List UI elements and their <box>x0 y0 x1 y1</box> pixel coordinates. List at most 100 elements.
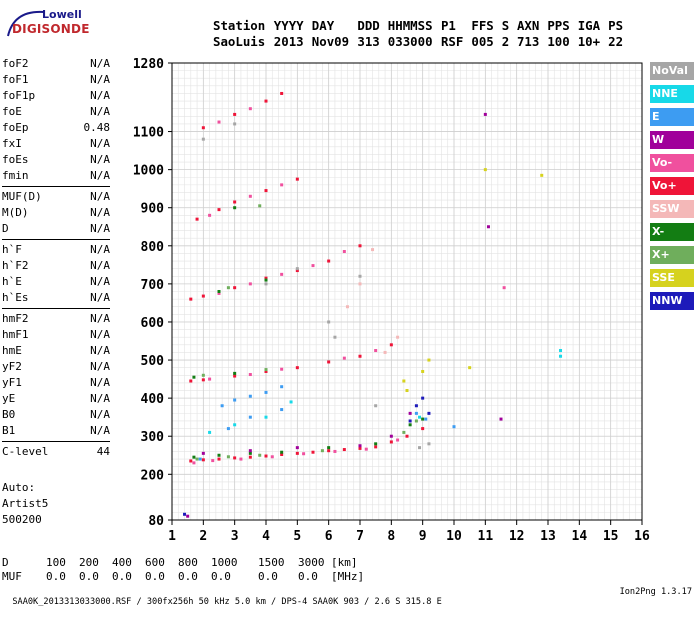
data-point <box>358 244 362 248</box>
header-labels-row: Station YYYY DAY DDD HHMMSS P1 FFS S AXN PPS IGA PS <box>213 18 631 34</box>
x-tick-label: 16 <box>634 529 650 544</box>
data-point <box>333 449 337 453</box>
parameter-row: foEs N/A <box>2 152 110 168</box>
x-tick-label: 6 <box>325 529 333 544</box>
data-point <box>239 457 243 461</box>
parameter-name: foE <box>2 105 22 118</box>
parameter-row: hmE N/A <box>2 343 110 359</box>
data-point <box>248 194 252 198</box>
parameter-name: C-level <box>2 445 49 458</box>
data-point <box>226 427 230 431</box>
data-point <box>374 442 378 446</box>
y-tick-label: 900 <box>141 202 165 217</box>
header-values-row-cell: RSF <box>440 34 464 49</box>
data-point <box>396 438 400 442</box>
parameter-name: h`E <box>2 275 22 288</box>
data-point <box>201 451 205 455</box>
distance-row-value: 1000 <box>211 556 238 569</box>
parameter-name: fmin <box>2 169 29 182</box>
muf-row-value: 0.0 <box>298 570 318 583</box>
data-point <box>358 274 362 278</box>
parameter-name: M(D) <box>2 206 29 219</box>
parameter-row: fxI N/A <box>2 136 110 152</box>
data-point <box>192 461 196 465</box>
data-point <box>414 411 418 415</box>
distance-row: D 100 200 400 600 800 1000 1500 3000 [km] <box>2 556 364 570</box>
y-tick-label: 200 <box>141 468 165 483</box>
parameter-row: M(D) N/A <box>2 205 110 221</box>
parameter-value: N/A <box>90 105 110 118</box>
data-point <box>280 450 284 454</box>
parameter-name: hmF1 <box>2 328 29 341</box>
muf-row-label: MUF <box>2 570 22 583</box>
plot-frame <box>171 62 643 521</box>
data-point <box>258 204 262 208</box>
x-tick-label: 5 <box>293 529 301 544</box>
data-point <box>468 366 472 370</box>
legend-item-noval: NoVal <box>650 62 694 80</box>
data-point <box>280 408 284 412</box>
data-point <box>264 390 268 394</box>
data-point <box>264 189 268 193</box>
data-point <box>311 450 315 454</box>
parameter-name: foF2 <box>2 57 29 70</box>
parameter-value: N/A <box>90 360 110 373</box>
header-labels-row-cell: PPS <box>547 18 570 33</box>
header-labels-row-cell: PS <box>608 18 624 33</box>
data-point <box>374 349 378 353</box>
parameter-row: C-level 44 <box>2 444 110 460</box>
data-point <box>217 457 221 461</box>
header-values-row-cell: 713 <box>516 34 540 49</box>
header-labels-row-cell: IGA <box>577 18 601 33</box>
data-point <box>358 282 362 286</box>
muf-row-value: 0.0 <box>46 570 66 583</box>
parameter-separator <box>2 186 110 187</box>
data-point <box>358 354 362 358</box>
parameter-name: h`Es <box>2 291 29 304</box>
data-point <box>233 374 237 378</box>
parameter-name: yF1 <box>2 376 22 389</box>
header-values-row-cell: 313 <box>357 34 380 49</box>
x-tick-label: 7 <box>356 529 364 544</box>
distance-row-value: 1500 <box>258 556 285 569</box>
data-point <box>295 451 299 455</box>
data-point <box>217 290 221 293</box>
data-point <box>233 456 237 460</box>
legend-item-x-: X- <box>650 223 694 241</box>
x-tick-label: 12 <box>509 529 525 544</box>
autoscaling-panel: Auto: Artist5 500200 <box>2 480 48 528</box>
parameter-row: foF1 N/A <box>2 72 110 88</box>
x-tick-label: 14 <box>572 529 588 544</box>
distance-row-value: 800 <box>178 556 198 569</box>
muf-row-value: 0.0 <box>112 570 132 583</box>
header-labels-row-cell: P1 <box>440 18 456 33</box>
data-point <box>405 434 409 438</box>
logo-line2: DIGISONDE <box>12 22 90 36</box>
data-point <box>389 343 393 347</box>
data-point <box>421 369 425 373</box>
x-tick-label: 2 <box>199 529 207 544</box>
data-point <box>233 122 237 126</box>
data-point <box>499 417 503 421</box>
parameter-value: N/A <box>90 169 110 182</box>
data-point <box>280 272 284 276</box>
parameter-name: hmE <box>2 344 22 357</box>
parameter-value: N/A <box>90 291 110 304</box>
legend-item-vo-: Vo+ <box>650 177 694 195</box>
muf-row-value: 0.0 <box>178 570 198 583</box>
data-point <box>217 453 221 457</box>
parameter-row: h`E N/A <box>2 274 110 290</box>
parameter-value: 44 <box>96 445 110 458</box>
header-labels-row-cell: HHMMSS <box>387 18 433 33</box>
parameter-name: fxI <box>2 137 22 150</box>
y-tick-label: 500 <box>141 354 165 369</box>
data-point <box>383 350 387 354</box>
muf-table: D 100 200 400 600 800 1000 1500 3000 [km] MUF 0.0 0.… <box>2 556 364 584</box>
data-point <box>233 112 237 116</box>
data-point <box>217 208 221 212</box>
parameter-separator <box>2 239 110 240</box>
header-labels-row-cell: DAY <box>311 18 335 33</box>
data-point <box>540 173 544 177</box>
parameter-name: foF1 <box>2 73 29 86</box>
artist-name: Artist5 <box>2 497 49 510</box>
